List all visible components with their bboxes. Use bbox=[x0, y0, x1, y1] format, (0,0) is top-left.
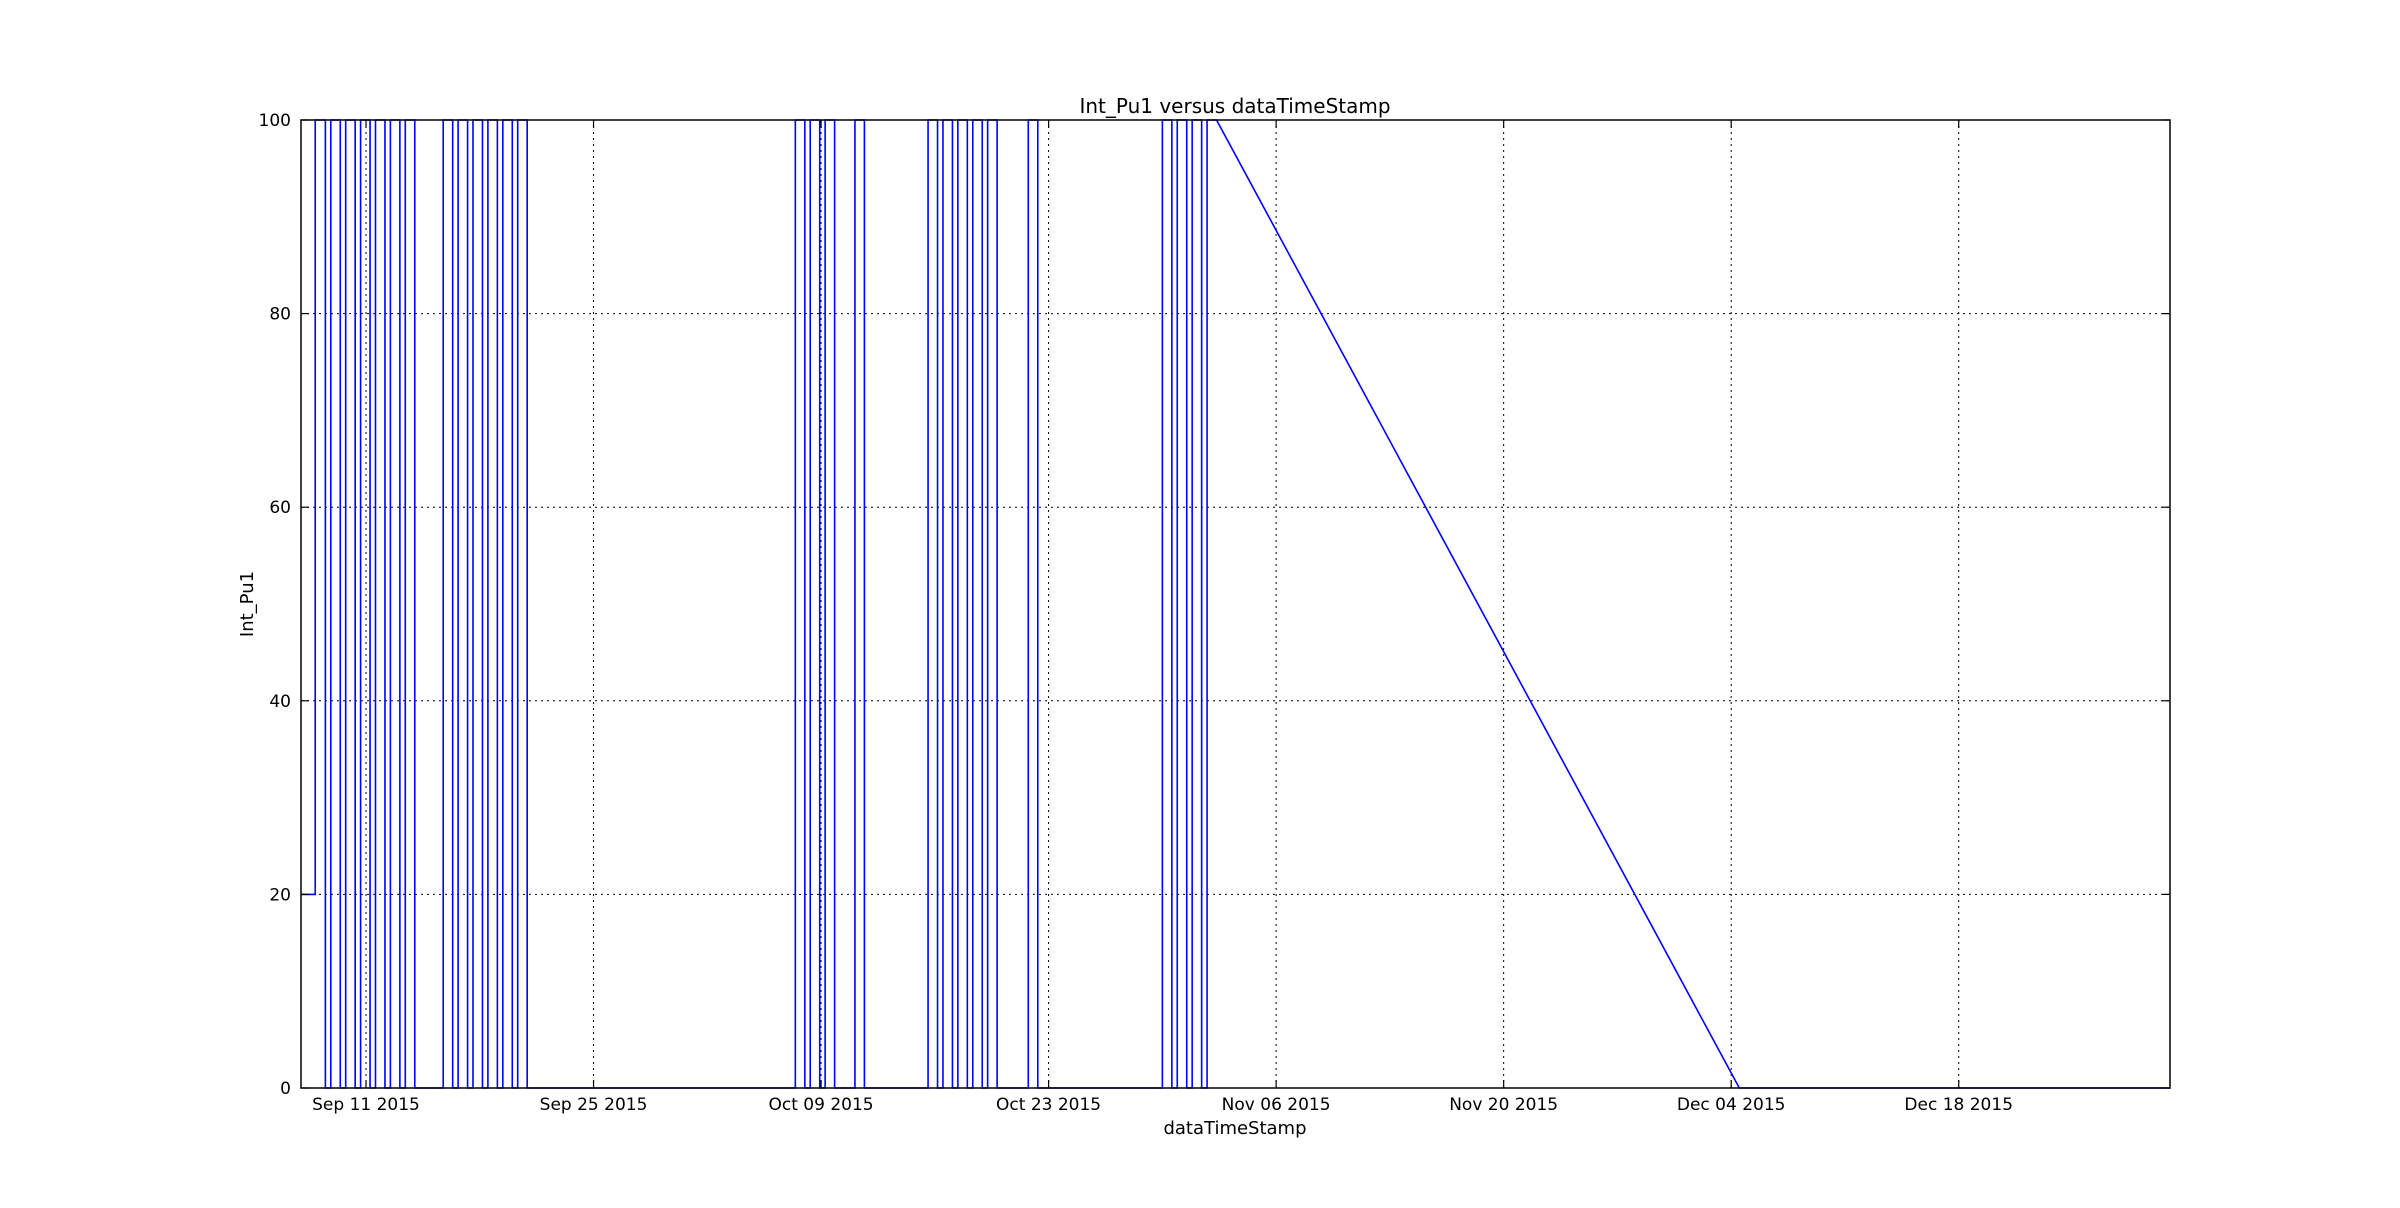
series-line bbox=[301, 119, 2170, 1089]
x-tick-label: Nov 20 2015 bbox=[1449, 1095, 1558, 1115]
x-axis-title: dataTimeStamp bbox=[1163, 1118, 1306, 1139]
y-tick-label: 0 bbox=[280, 1079, 291, 1099]
x-tick-label: Oct 23 2015 bbox=[996, 1095, 1101, 1115]
y-tick-label: 40 bbox=[269, 692, 291, 712]
x-tick-label: Dec 18 2015 bbox=[1904, 1095, 2013, 1115]
plot-area-frame bbox=[300, 119, 2171, 1089]
y-tick-label: 80 bbox=[269, 305, 291, 325]
series-layer bbox=[301, 119, 2170, 1089]
chart-title: Int_Pu1 versus dataTimeStamp bbox=[1079, 94, 1390, 118]
y-tick-label: 20 bbox=[269, 885, 291, 905]
y-axis-title: Int_Pu1 bbox=[237, 571, 258, 637]
x-tick-label: Sep 25 2015 bbox=[540, 1095, 648, 1115]
x-tick-label: Dec 04 2015 bbox=[1677, 1095, 1786, 1115]
y-tick-label: 100 bbox=[259, 111, 291, 131]
x-tick-label: Sep 11 2015 bbox=[312, 1095, 420, 1115]
x-tick-label: Oct 09 2015 bbox=[769, 1095, 874, 1115]
axis-ticks: 0 20 40 60 80 100 Sep 11 2015 Sep 25 2015 Oct 09… bbox=[259, 111, 2170, 1115]
x-tick-label: Nov 06 2015 bbox=[1222, 1095, 1331, 1115]
grid-lines bbox=[301, 120, 2170, 1088]
y-tick-label: 60 bbox=[269, 498, 291, 518]
